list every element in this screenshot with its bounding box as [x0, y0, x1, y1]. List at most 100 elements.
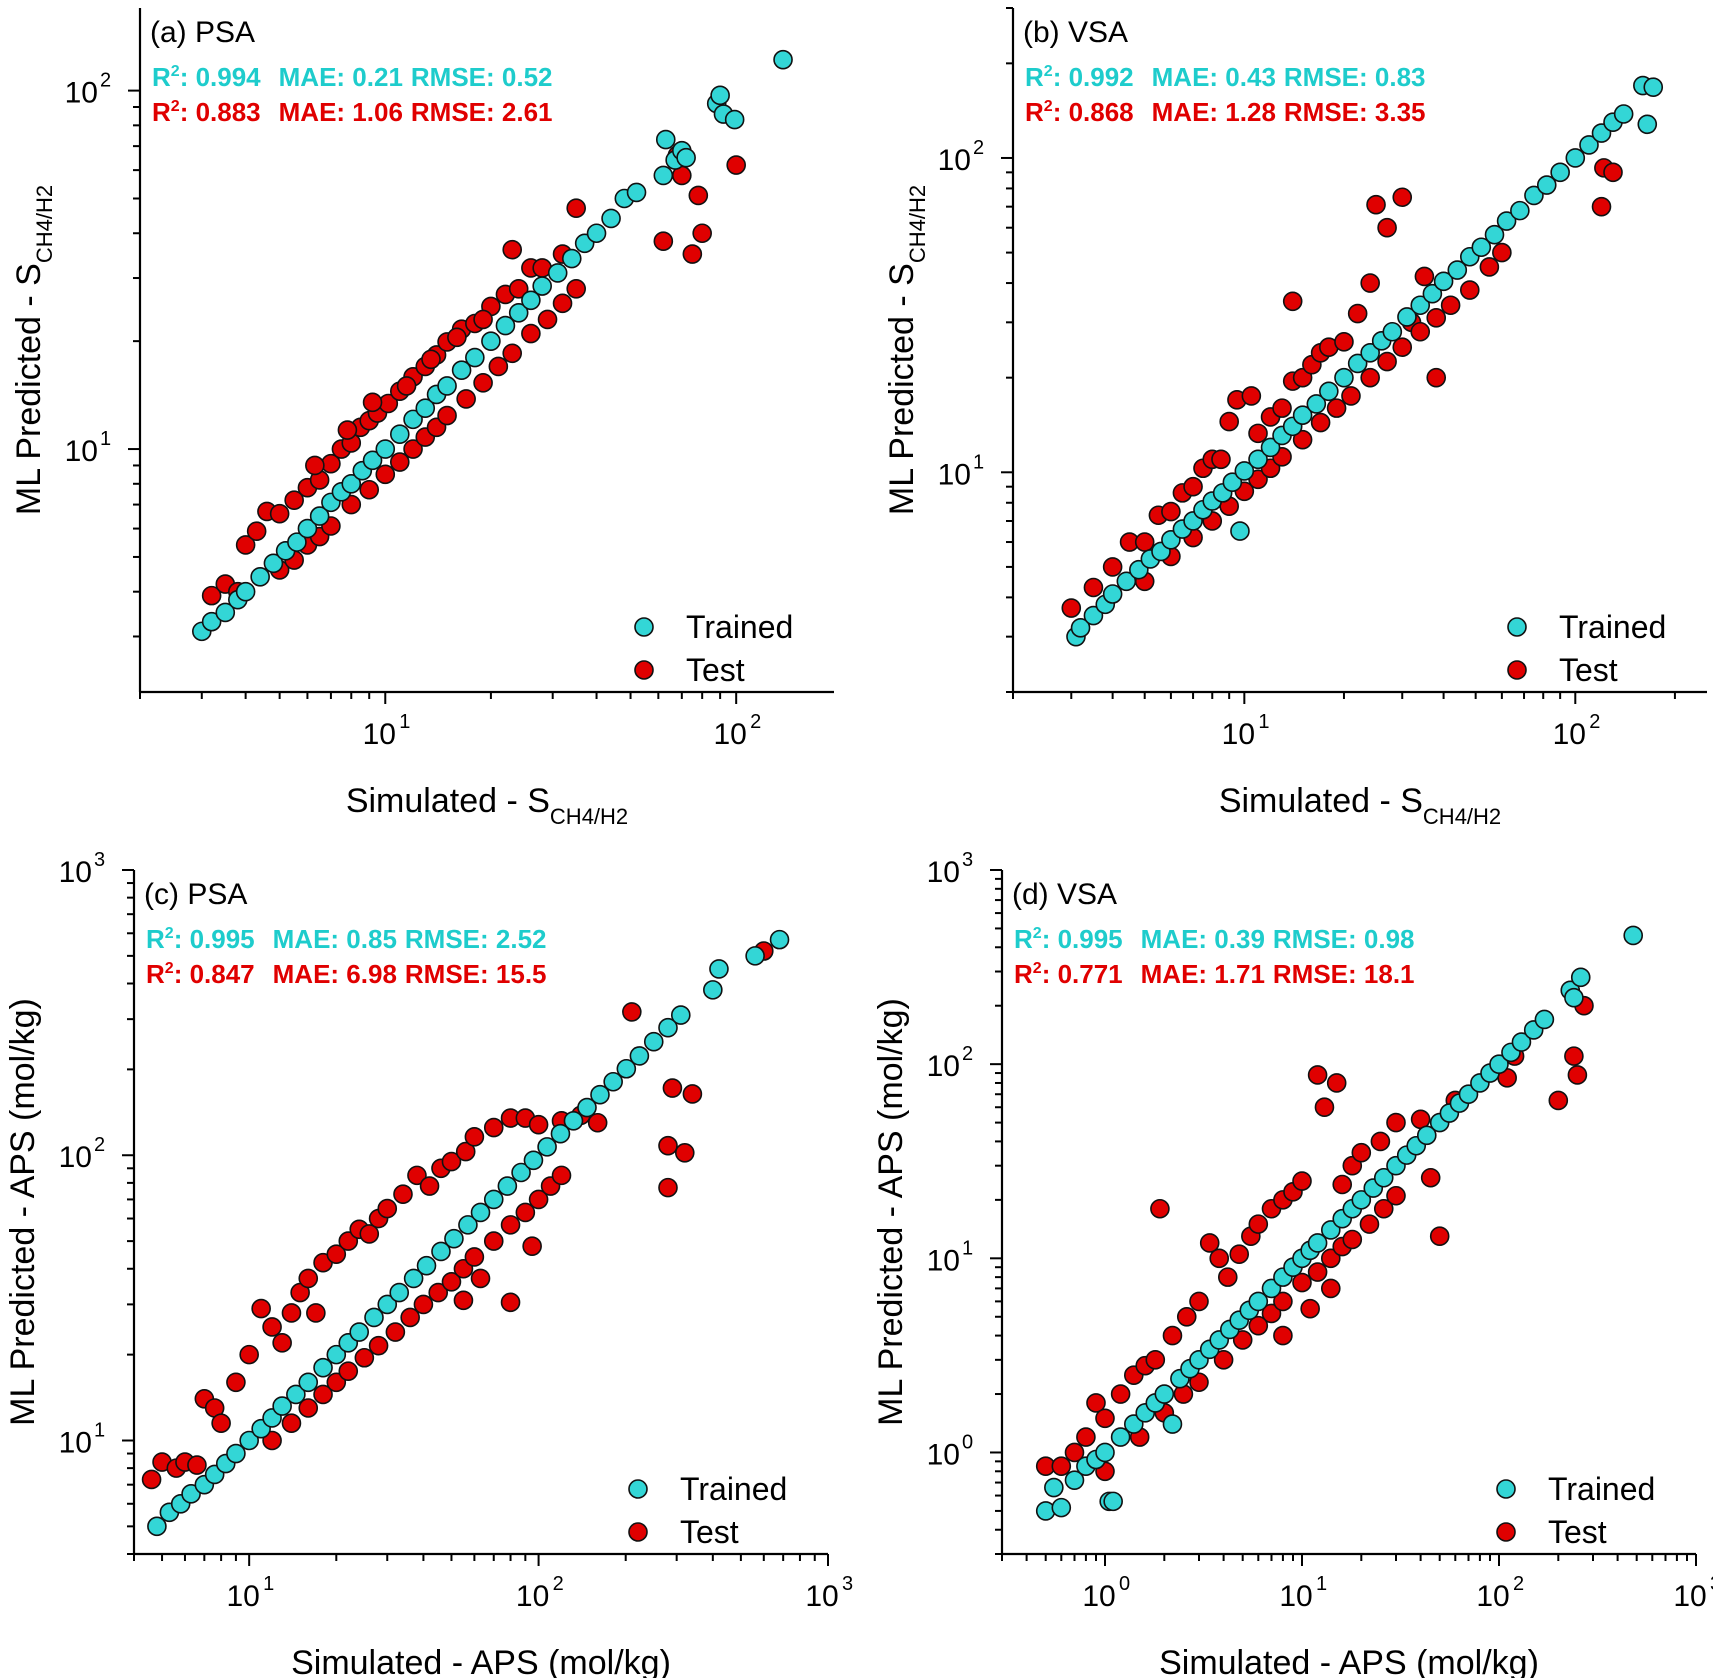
trained-point — [769, 929, 790, 950]
test-point — [284, 490, 304, 510]
trained-point — [1102, 584, 1123, 604]
trained-point — [1565, 148, 1586, 168]
x-tick-exponent: 3 — [842, 1573, 853, 1595]
trained-point — [483, 1189, 504, 1210]
test-point — [488, 356, 509, 377]
test-point — [313, 1384, 333, 1405]
x-tick-exponent: 1 — [1316, 1573, 1327, 1595]
test-point — [502, 239, 523, 260]
trained-point — [1643, 77, 1664, 97]
trained-point — [263, 553, 284, 574]
test-point — [528, 1189, 549, 1210]
test-point — [658, 1135, 678, 1156]
trained-point — [1248, 1291, 1269, 1312]
panel-d: 100101102103100101102103Simulated - APS … — [872, 849, 1713, 1678]
test-point — [726, 155, 746, 175]
test-point — [1347, 303, 1368, 324]
legend-trained-marker — [634, 617, 654, 637]
trained-point — [287, 532, 307, 552]
test-point — [337, 420, 358, 440]
y-tick-exponent: 1 — [100, 428, 111, 450]
test-point — [1320, 1248, 1341, 1269]
test-point — [566, 198, 586, 218]
trained-point — [1051, 1497, 1072, 1518]
test-point — [1248, 423, 1268, 444]
y-tick-label: 10 — [938, 144, 971, 177]
legend-test-marker — [1507, 660, 1527, 680]
test-point — [226, 1372, 246, 1393]
test-point — [1273, 1291, 1293, 1312]
trained-point — [1306, 394, 1327, 414]
test-point — [396, 376, 417, 396]
trained-point — [1623, 925, 1644, 946]
test-point — [1440, 295, 1461, 316]
test-point — [1110, 1384, 1131, 1404]
test-point — [1292, 1272, 1312, 1293]
test-point — [1567, 1065, 1588, 1085]
test-point — [692, 223, 712, 244]
x-tick-label: 10 — [1222, 718, 1255, 751]
trained-point — [1489, 1054, 1509, 1074]
x-tick-label: 10 — [226, 1580, 259, 1613]
trained-point — [431, 1241, 451, 1262]
test-point — [1310, 412, 1331, 433]
trained-point — [586, 223, 607, 244]
test-point — [500, 1215, 521, 1235]
legend-test-marker — [634, 660, 654, 680]
test-point — [1459, 280, 1480, 300]
y-axis-label: ML Predicted - APS (mol/kg) — [872, 998, 910, 1426]
test-point — [1360, 273, 1380, 293]
x-tick-label: 10 — [1279, 1580, 1312, 1613]
trained-point — [497, 1176, 518, 1196]
test-point — [407, 1165, 427, 1186]
test-point — [1479, 257, 1500, 277]
test-point — [338, 1361, 359, 1381]
trained-point — [1447, 260, 1468, 280]
test-point — [483, 1231, 504, 1251]
trained-point — [465, 347, 485, 368]
legend-test-label: Test — [686, 652, 745, 688]
test-point — [1211, 449, 1231, 470]
trained-point — [147, 1516, 167, 1537]
test-point — [1272, 398, 1292, 418]
legend-test-label: Test — [680, 1514, 739, 1550]
trained-point — [1083, 605, 1104, 626]
test-point — [306, 1303, 326, 1323]
test-point — [362, 392, 383, 413]
x-axis-label: Simulated - SCH4/H2 — [346, 782, 628, 829]
trained-point — [523, 1150, 544, 1171]
test-point — [359, 479, 380, 500]
test-point — [235, 535, 256, 555]
test-point — [1341, 386, 1361, 406]
test-point — [1429, 1226, 1450, 1246]
trained-point — [710, 85, 730, 106]
trained-point — [298, 1372, 319, 1393]
y-tick-label: 10 — [927, 1244, 960, 1277]
test-point — [455, 1141, 476, 1162]
x-tick-label: 10 — [805, 1580, 838, 1613]
test-point — [1377, 351, 1397, 372]
trained-point — [1564, 987, 1584, 1008]
test-point — [1134, 532, 1155, 552]
test-point — [1370, 1131, 1391, 1152]
trained-point — [703, 980, 723, 1000]
test-point — [682, 244, 703, 264]
legend-trained-label: Trained — [680, 1471, 787, 1507]
test-stats-line: R2: 0.883 MAE: 1.06 RMSE: 2.61 — [152, 97, 553, 127]
trained-point — [563, 1111, 584, 1131]
trained-point — [403, 409, 423, 430]
trained-point — [1347, 353, 1368, 374]
test-point — [1282, 291, 1303, 312]
test-point — [1300, 1298, 1320, 1319]
trained-point — [377, 1294, 398, 1315]
test-point — [428, 1282, 449, 1303]
y-axis-label: ML Predicted - SCH4/H2 — [883, 185, 930, 515]
test-point — [377, 1198, 398, 1219]
test-point — [483, 1117, 504, 1138]
test-point — [1591, 196, 1612, 217]
test-point — [528, 1114, 549, 1135]
test-point — [1217, 1267, 1238, 1287]
test-point — [389, 452, 410, 472]
